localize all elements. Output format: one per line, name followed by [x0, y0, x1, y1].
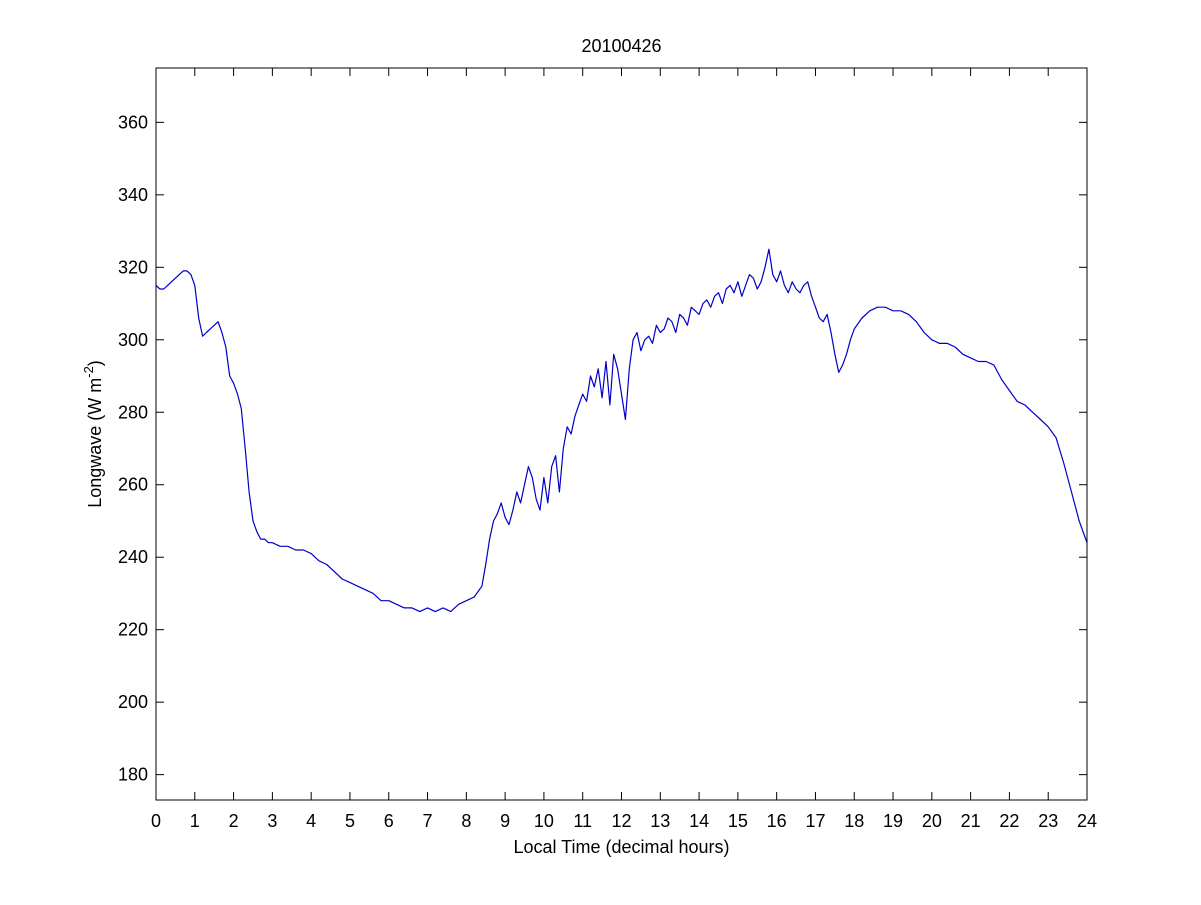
- x-tick-label: 4: [306, 811, 316, 831]
- plot-background: [156, 68, 1087, 800]
- longwave-series-line: [155, 248, 1088, 613]
- y-tick-label: 260: [118, 475, 148, 495]
- x-tick-label: 14: [689, 811, 709, 831]
- axis-ticks: [155, 68, 1088, 800]
- y-tick-label: 360: [118, 112, 148, 132]
- chart-title: 20100426: [581, 36, 661, 56]
- y-axis-label-superscript: -2: [81, 366, 96, 378]
- x-tick-label: 8: [461, 811, 471, 831]
- x-tick-label: 5: [345, 811, 355, 831]
- x-tick-label: 1: [190, 811, 200, 831]
- y-axis-label-close: ): [85, 360, 105, 366]
- x-tick-label: 12: [611, 811, 631, 831]
- y-tick-label: 300: [118, 330, 148, 350]
- x-tick-label: 9: [500, 811, 510, 831]
- x-tick-label: 19: [883, 811, 903, 831]
- y-axis-label: Longwave (W m-2): [81, 360, 105, 508]
- x-tick-label: 18: [844, 811, 864, 831]
- x-tick-label: 16: [767, 811, 787, 831]
- x-tick-label: 21: [961, 811, 981, 831]
- x-tick-label: 17: [805, 811, 825, 831]
- x-tick-label: 6: [384, 811, 394, 831]
- x-tick-label: 10: [534, 811, 554, 831]
- x-tick-label: 15: [728, 811, 748, 831]
- x-tick-label: 0: [151, 811, 161, 831]
- x-tick-label: 3: [267, 811, 277, 831]
- plot-frame: [155, 67, 1088, 801]
- x-tick-label: 23: [1038, 811, 1058, 831]
- axis-tick-labels: 0 1 2 3 4 5 6 7 8 9 10 11 12 13 14 15 16 17 18 19 20 21 22 23 24…: [118, 112, 1097, 831]
- x-tick-label: 24: [1077, 811, 1097, 831]
- x-tick-label: 20: [922, 811, 942, 831]
- y-tick-label: 320: [118, 257, 148, 277]
- y-tick-label: 220: [118, 620, 148, 640]
- y-tick-label: 240: [118, 547, 148, 567]
- x-tick-label: 13: [650, 811, 670, 831]
- y-tick-label: 200: [118, 692, 148, 712]
- y-axis-label-main: Longwave (W m: [85, 378, 105, 508]
- y-tick-label: 180: [118, 765, 148, 785]
- x-tick-label: 22: [999, 811, 1019, 831]
- y-tick-label: 280: [118, 402, 148, 422]
- x-tick-label: 7: [423, 811, 433, 831]
- y-tick-label: 340: [118, 185, 148, 205]
- x-tick-label: 11: [573, 811, 592, 831]
- x-tick-label: 2: [229, 811, 239, 831]
- x-axis-label: Local Time (decimal hours): [513, 837, 729, 857]
